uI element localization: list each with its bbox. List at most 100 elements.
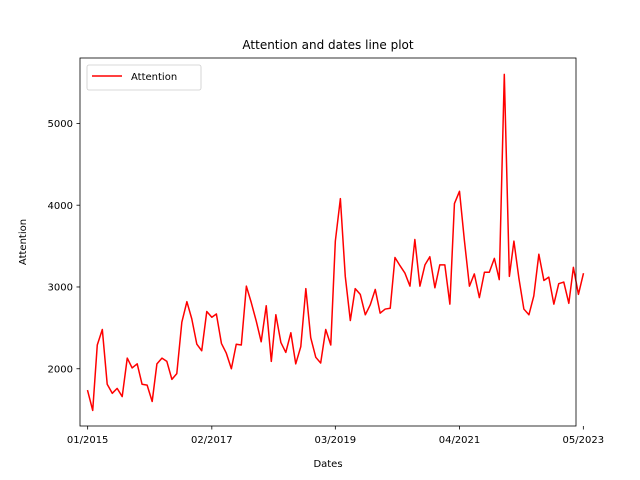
data-point (434, 287, 436, 289)
data-point (394, 257, 396, 259)
data-point (548, 276, 550, 278)
data-point (424, 264, 426, 266)
data-point (325, 329, 327, 331)
data-point (464, 240, 466, 242)
data-point (354, 288, 356, 290)
data-point (146, 384, 148, 386)
data-point (211, 316, 213, 318)
data-point (335, 240, 337, 242)
data-point (344, 276, 346, 278)
x-axis: 01/2015 02/2017 03/2019 04/2021 05/2023 (67, 426, 604, 446)
data-point (280, 342, 282, 344)
y-tick-label: 5000 (48, 119, 73, 130)
chart-title: Attention and dates line plot (242, 38, 413, 52)
data-point (533, 295, 535, 297)
data-point (513, 240, 515, 242)
x-tick-label: 01/2015 (67, 435, 109, 446)
data-point (384, 308, 386, 310)
data-point (255, 321, 257, 323)
data-point (419, 285, 421, 287)
data-point (156, 363, 158, 365)
legend-label: Attention (131, 72, 177, 83)
data-point (315, 357, 317, 359)
data-point (518, 278, 520, 280)
data-point (389, 307, 391, 309)
data-point (151, 401, 153, 403)
y-axis: 2000 3000 4000 5000 (48, 119, 80, 375)
data-point (399, 265, 401, 267)
data-point (96, 344, 98, 346)
data-point (474, 273, 476, 275)
data-point (509, 276, 511, 278)
data-point (186, 301, 188, 303)
data-point (290, 332, 292, 334)
data-point (235, 343, 237, 345)
data-point (121, 396, 123, 398)
y-tick-label: 3000 (48, 283, 73, 294)
data-point (191, 318, 193, 320)
data-point (216, 313, 218, 315)
data-point (409, 285, 411, 287)
data-point (404, 272, 406, 274)
data-point (359, 294, 361, 296)
x-tick-label: 05/2023 (563, 435, 605, 446)
x-tick-label: 03/2019 (315, 435, 357, 446)
data-point (126, 357, 128, 359)
data-point (295, 363, 297, 365)
data-point (116, 388, 118, 390)
data-point (439, 264, 441, 266)
data-point (489, 271, 491, 273)
y-axis-label: Attention (18, 219, 29, 265)
data-point (479, 297, 481, 299)
data-point (484, 271, 486, 273)
data-point (136, 363, 138, 365)
plot-content (86, 73, 585, 412)
data-point (92, 410, 94, 412)
data-point (241, 344, 243, 346)
data-point (365, 314, 367, 316)
data-point (523, 308, 525, 310)
data-point (340, 198, 342, 200)
data-point (196, 343, 198, 345)
data-point (543, 280, 545, 282)
data-point (141, 383, 143, 385)
data-point (583, 273, 585, 275)
data-point (166, 361, 168, 363)
data-point (171, 379, 173, 381)
data-point (246, 285, 248, 287)
data-point (573, 267, 575, 269)
data-point (553, 303, 555, 305)
data-point (498, 279, 500, 281)
data-point (379, 312, 381, 314)
data-point (504, 74, 506, 76)
data-point (106, 383, 108, 385)
data-point (176, 373, 178, 375)
data-point (459, 191, 461, 193)
data-point (350, 320, 352, 322)
data-point (528, 314, 530, 316)
data-point (271, 361, 273, 363)
y-tick-label: 4000 (48, 201, 73, 212)
data-point (201, 350, 203, 352)
data-point (250, 302, 252, 304)
data-point (305, 288, 307, 290)
data-point (265, 305, 267, 307)
data-point (538, 253, 540, 255)
data-point (275, 314, 277, 316)
data-point (578, 294, 580, 296)
data-point (226, 352, 228, 354)
data-point (300, 346, 302, 348)
data-point (231, 368, 233, 370)
legend-box (86, 64, 202, 91)
data-point (374, 289, 376, 291)
data-point (558, 283, 560, 285)
data-point (221, 343, 223, 345)
data-point (320, 362, 322, 364)
data-point (494, 258, 496, 260)
data-point (131, 367, 133, 369)
plot-frame (79, 57, 577, 427)
data-point (285, 352, 287, 354)
data-point (111, 392, 113, 394)
data-point (429, 256, 431, 258)
y-tick-label: 2000 (48, 364, 73, 375)
